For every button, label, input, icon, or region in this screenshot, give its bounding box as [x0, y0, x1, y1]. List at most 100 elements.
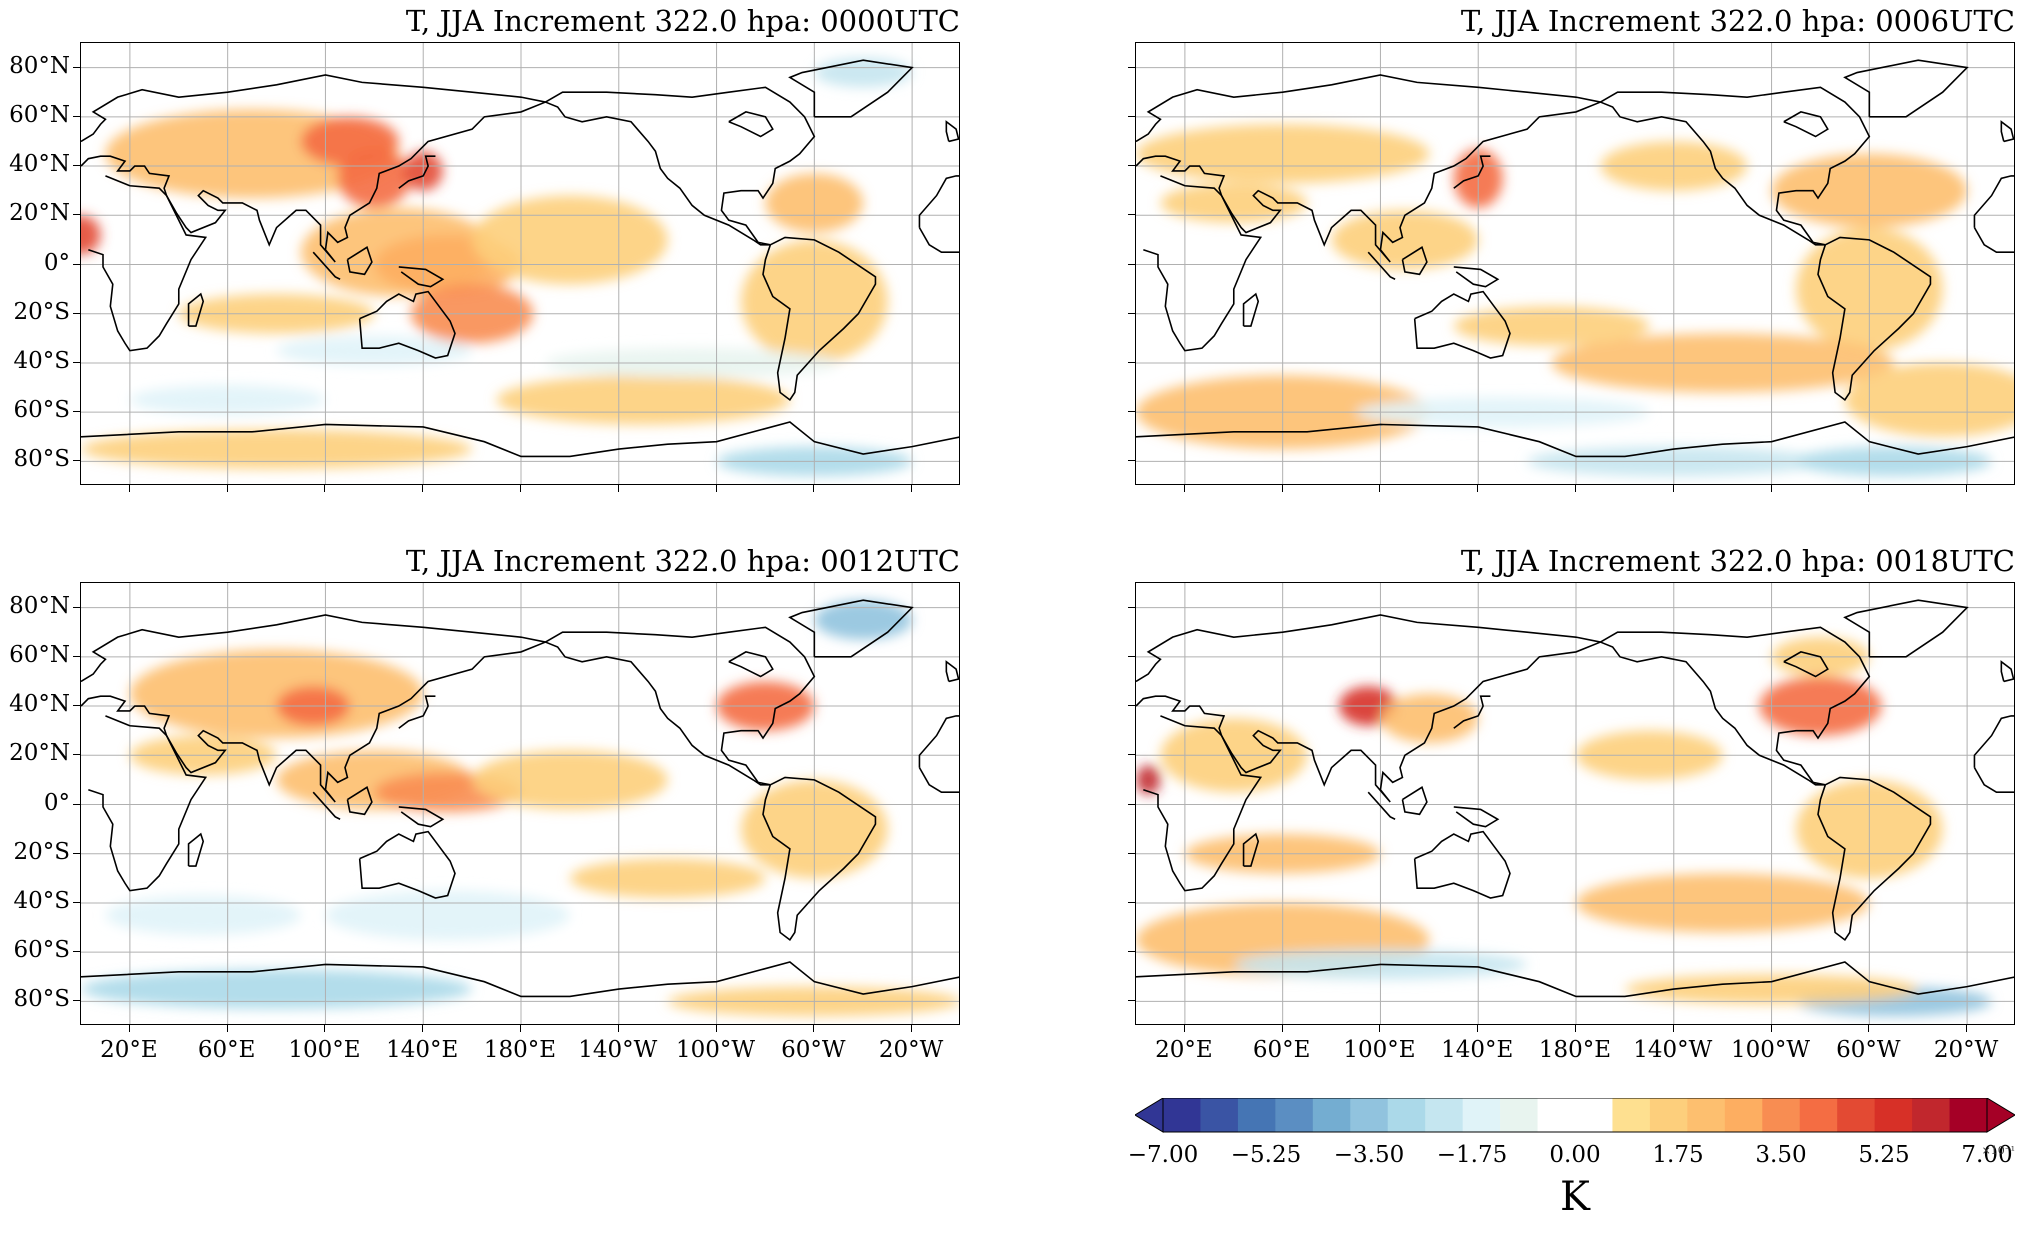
field-blob — [337, 148, 412, 208]
field-blob — [472, 750, 668, 810]
lat-tick-mark — [1128, 1000, 1135, 1002]
lat-tick-mark — [73, 655, 80, 657]
lat-tick-mark — [1128, 901, 1135, 903]
coastline — [1600, 86, 1871, 246]
coastline — [1242, 292, 1260, 327]
field-blob — [81, 215, 101, 255]
lon-tick-mark — [1379, 1025, 1381, 1032]
coastline — [398, 266, 445, 288]
lon-tick-label: 100°E — [288, 1037, 361, 1063]
lon-tick-mark — [813, 1025, 815, 1032]
coastlines — [81, 599, 959, 998]
lon-tick-label: 60°W — [1836, 1037, 1901, 1063]
increment-field — [1136, 637, 1992, 1017]
coastline — [187, 292, 205, 327]
lon-tick-mark — [422, 485, 424, 492]
map-frame — [1135, 42, 2015, 485]
lat-tick-mark — [1128, 852, 1135, 854]
lat-tick-label: 20°N — [9, 200, 70, 227]
lat-tick-mark — [1128, 606, 1135, 608]
colorbar-segment — [1575, 1098, 1613, 1132]
field-blob — [814, 600, 913, 640]
coastline — [1973, 767, 2014, 793]
lat-tick-mark — [73, 901, 80, 903]
colorbar-tick-label: 1.75 — [1652, 1142, 1704, 1168]
lon-tick-label: 180°E — [483, 1037, 557, 1063]
lon-tick-mark — [422, 1025, 424, 1032]
lon-tick-mark — [1183, 1025, 1185, 1032]
colorbar-segment — [1537, 1098, 1576, 1132]
field-blob — [105, 895, 301, 935]
coastline — [2000, 120, 2014, 143]
coastline — [918, 767, 959, 793]
coastline — [187, 832, 205, 867]
lat-tick-label: 80°S — [13, 986, 70, 1013]
lat-tick-label: 60°N — [9, 101, 70, 128]
lon-tick-mark — [813, 485, 815, 492]
colorbar-extend-min — [1135, 1098, 1164, 1133]
coastline — [545, 626, 816, 786]
colorbar-tick-label: 3.50 — [1755, 1142, 1807, 1168]
lon-tick-mark — [1966, 485, 1968, 492]
coastline — [81, 641, 546, 803]
lon-tick-mark — [128, 1025, 130, 1032]
lon-tick-label: 60°E — [197, 1037, 256, 1063]
coastlines — [1136, 59, 2014, 458]
lat-tick-label: 20°N — [9, 740, 70, 767]
lat-tick-label: 80°N — [9, 52, 70, 79]
coastline — [398, 695, 436, 729]
increment-field — [81, 57, 913, 477]
lon-tick-label: 20°W — [1933, 1037, 1999, 1063]
graticule — [1136, 43, 2014, 484]
coastline — [1817, 776, 1932, 942]
coastline — [398, 806, 445, 828]
lon-tick-mark — [324, 485, 326, 492]
map-frame — [80, 42, 960, 485]
lon-tick-mark — [715, 485, 717, 492]
lat-tick-label: 20°S — [13, 838, 70, 865]
coastline — [1413, 830, 1511, 899]
coastline — [1136, 961, 2014, 998]
lon-tick-mark — [1868, 485, 1870, 492]
panel-0018utc: T, JJA Increment 322.0 hpa: 0018UTC 20°E… — [1000, 540, 2025, 1080]
coastline — [346, 786, 373, 816]
lon-tick-mark — [1966, 1025, 1968, 1032]
colorbar-segment — [1200, 1098, 1239, 1132]
coastline — [1413, 290, 1511, 359]
lon-tick-label: 140°E — [1441, 1037, 1514, 1063]
colorbar-tick-label: −1.75 — [1436, 1142, 1508, 1168]
lat-tick-mark — [1128, 361, 1135, 363]
lon-tick-mark — [128, 485, 130, 492]
coastline — [1136, 614, 1601, 683]
colorbar-segment — [1237, 1098, 1276, 1132]
colorbar-segment — [1949, 1098, 1988, 1132]
panel-title: T, JJA Increment 322.0 hpa: 0006UTC — [1460, 4, 2015, 38]
coastline — [1136, 101, 1601, 263]
colorbar-segment — [1387, 1098, 1426, 1132]
field-blob — [325, 890, 570, 940]
panel-title: T, JJA Increment 322.0 hpa: 0018UTC — [1460, 544, 2015, 578]
lat-tick-label: 40°N — [9, 151, 70, 178]
colorbar-segment — [1724, 1098, 1763, 1132]
colorbar-segment — [1874, 1098, 1913, 1132]
coastline — [945, 120, 959, 143]
lon-tick-label: 20°E — [100, 1037, 158, 1063]
colorbar-segment — [1462, 1098, 1501, 1132]
colorbar-segment — [1312, 1098, 1351, 1132]
coastline — [1973, 175, 2014, 228]
coastline — [1367, 251, 1396, 280]
lon-tick-mark — [520, 485, 521, 492]
coastline — [762, 776, 877, 942]
map-field — [81, 583, 959, 1024]
colorbar-segment — [1687, 1098, 1726, 1132]
lat-tick-mark — [1128, 115, 1135, 117]
coastline — [1242, 832, 1260, 867]
coastline — [81, 614, 546, 683]
graticule — [81, 43, 959, 484]
field-blob — [276, 335, 473, 366]
coastline — [918, 227, 959, 253]
graticule — [1136, 583, 2014, 1024]
lon-tick-mark — [1477, 1025, 1479, 1032]
colorbar-segment — [1612, 1098, 1651, 1132]
lon-tick-mark — [1575, 1025, 1576, 1032]
